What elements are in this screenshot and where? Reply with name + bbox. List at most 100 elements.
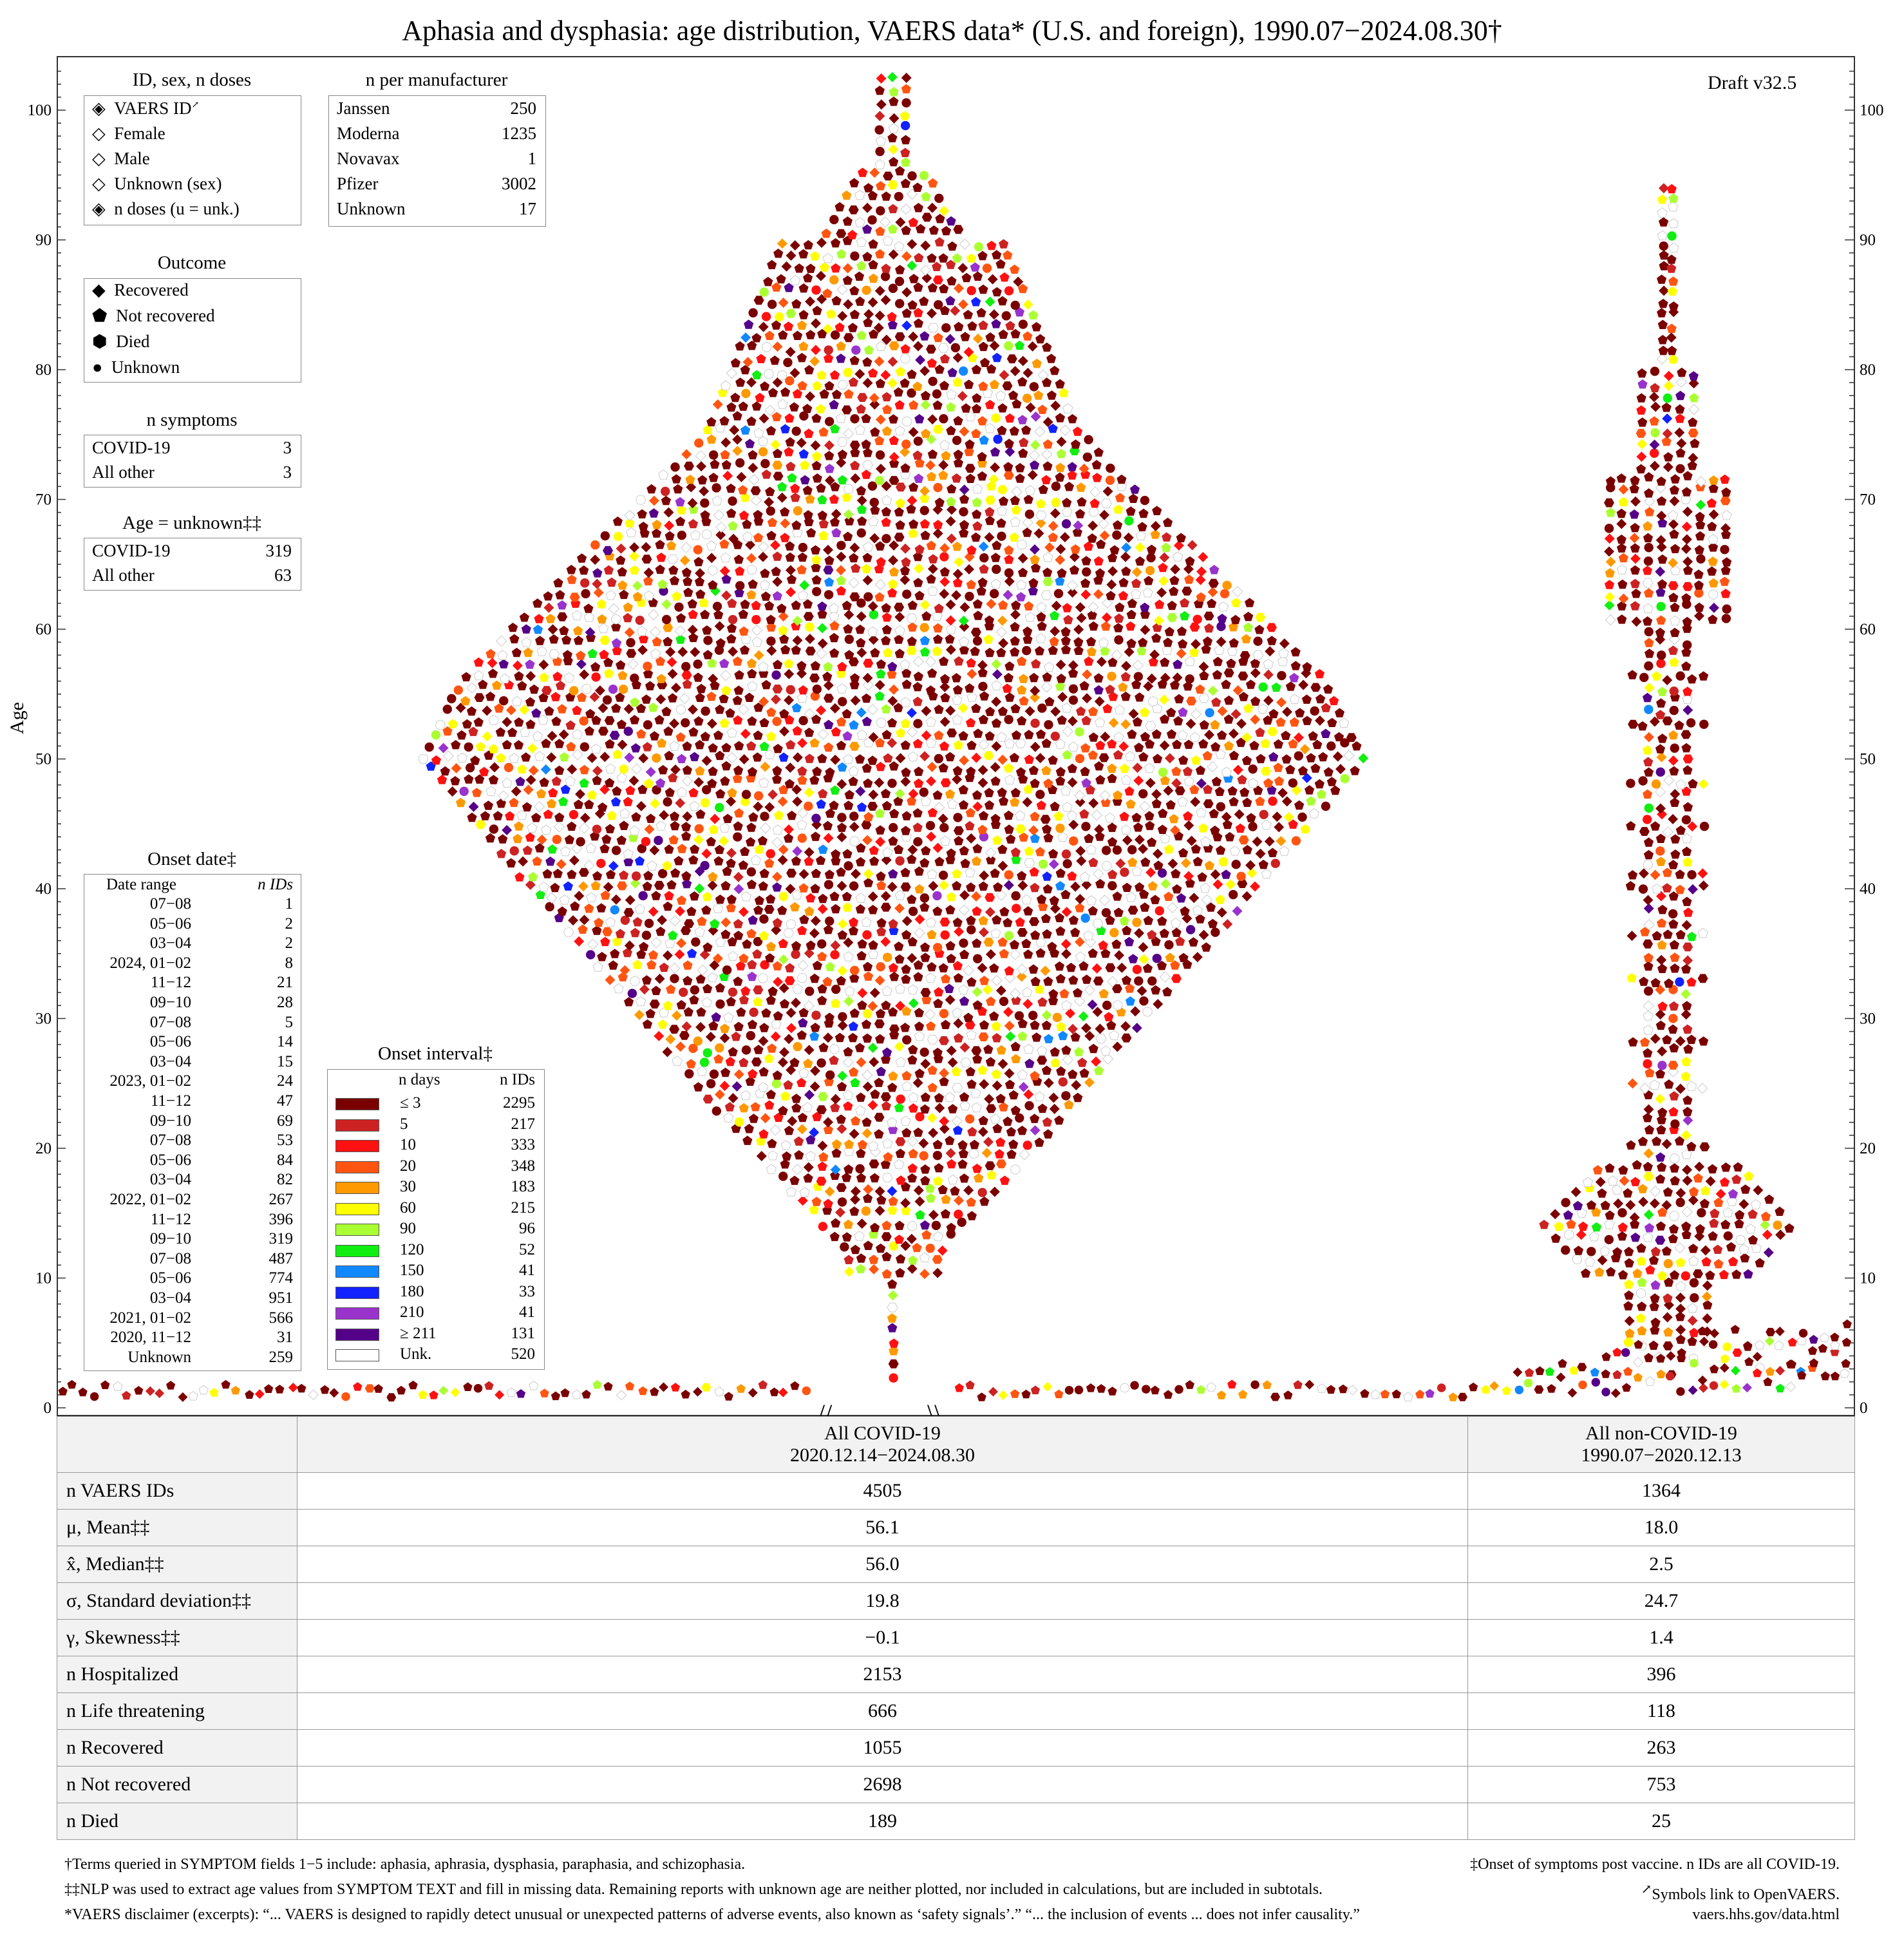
data-point-not-recovered [1796, 1336, 1807, 1345]
data-point-not-recovered [1198, 823, 1209, 833]
data-point-not-recovered [1211, 697, 1221, 707]
data-point-not-recovered [1605, 507, 1616, 517]
data-point-unknown-outcome [1055, 823, 1065, 833]
data-point-not-recovered [1092, 473, 1102, 482]
data-point-died [843, 333, 854, 343]
data-point-not-recovered [875, 135, 887, 146]
data-point-not-recovered [551, 692, 561, 701]
data-point-recovered [766, 645, 777, 656]
data-point-not-recovered [1830, 1371, 1840, 1381]
data-point-recovered [947, 1057, 958, 1068]
data-point-recovered [1688, 378, 1699, 389]
data-point-recovered [1043, 1077, 1054, 1088]
onset-date-count: 47 [277, 1092, 293, 1110]
data-point-not-recovered [1105, 685, 1115, 694]
data-point-unknown-outcome [889, 1241, 899, 1251]
data-point-unknown-outcome [991, 413, 1001, 423]
data-point-recovered [738, 906, 749, 917]
data-point-not-recovered [1202, 750, 1212, 761]
onset-date-count: 14 [277, 1033, 293, 1051]
data-point-recovered [536, 834, 547, 845]
data-point-not-recovered [638, 634, 649, 643]
data-point-not-recovered [825, 962, 835, 971]
data-point-recovered [874, 310, 885, 321]
data-point-not-recovered [992, 1123, 1003, 1133]
data-point-not-recovered [1106, 1020, 1117, 1030]
data-point-recovered [939, 576, 950, 587]
data-point-recovered [1005, 1031, 1016, 1042]
data-point-not-recovered [927, 808, 938, 817]
data-point-recovered [1719, 1379, 1730, 1390]
data-point-not-recovered [616, 772, 627, 782]
data-point-not-recovered [856, 951, 867, 960]
data-point-not-recovered [748, 1113, 759, 1123]
data-point-recovered [1049, 1103, 1060, 1114]
data-point-not-recovered [1198, 739, 1209, 748]
data-point-not-recovered [681, 567, 692, 577]
data-point-not-recovered [971, 856, 982, 866]
data-point-not-recovered [541, 738, 551, 748]
data-point-not-recovered [725, 708, 735, 718]
data-point-not-recovered [1055, 766, 1066, 777]
data-point-recovered [1335, 764, 1346, 775]
data-point-not-recovered [952, 880, 962, 891]
data-point-not-recovered [573, 799, 583, 809]
data-point-recovered [1630, 496, 1641, 507]
data-point-recovered [568, 915, 579, 926]
legend-manufacturer-title: n per manufacturer [365, 70, 508, 90]
data-point-recovered [1167, 858, 1178, 869]
data-point-not-recovered [682, 765, 692, 775]
data-point-recovered [438, 743, 449, 753]
data-point-recovered [1071, 1079, 1082, 1090]
data-point-recovered [675, 797, 686, 808]
data-point-not-recovered [739, 626, 749, 636]
data-point-not-recovered [1035, 729, 1046, 739]
data-point-not-recovered [613, 983, 625, 994]
data-point-not-recovered [1708, 534, 1719, 544]
data-point-recovered [1656, 510, 1667, 521]
data-point-recovered [1088, 520, 1098, 531]
data-point-recovered [844, 1266, 854, 1277]
data-point-not-recovered [1693, 580, 1704, 590]
data-point-unknown-outcome [908, 906, 918, 916]
data-point-not-recovered [847, 323, 858, 332]
data-point-recovered [875, 414, 886, 425]
data-point-not-recovered [1693, 569, 1704, 579]
table-header-row: All COVID-19 2020.12.14−2024.08.30 All no… [57, 1416, 1855, 1473]
data-point-not-recovered [798, 310, 809, 319]
onset-interval-count: 96 [519, 1220, 535, 1237]
data-point-recovered [1098, 518, 1109, 529]
data-point-not-recovered [863, 345, 874, 355]
data-point-not-recovered [1015, 767, 1026, 777]
data-point-not-recovered [1306, 796, 1316, 806]
data-point-not-recovered [849, 1008, 860, 1018]
data-point-not-recovered [837, 930, 847, 940]
data-point-not-recovered [780, 424, 791, 433]
data-point-not-recovered [1720, 1162, 1731, 1172]
data-point-recovered [954, 556, 965, 567]
data-point-not-recovered [1125, 996, 1135, 1006]
data-point-not-recovered [198, 1385, 209, 1395]
data-point-not-recovered [959, 1173, 970, 1183]
data-point-not-recovered [887, 1205, 898, 1215]
data-point-unknown-outcome [928, 376, 938, 386]
data-point-not-recovered [1721, 487, 1731, 497]
data-point-recovered [498, 790, 509, 802]
data-point-unknown-outcome [1004, 870, 1013, 880]
data-point-not-recovered [909, 274, 919, 283]
data-point-not-recovered [1662, 867, 1672, 877]
data-point-not-recovered [473, 670, 484, 681]
data-point-recovered [850, 868, 861, 879]
data-point-recovered [1688, 1385, 1698, 1396]
data-point-unknown-outcome [953, 813, 963, 822]
data-point-recovered [1764, 1336, 1775, 1347]
data-point-not-recovered [842, 216, 853, 226]
data-point-unknown-outcome [569, 686, 579, 696]
data-point-not-recovered [1657, 194, 1668, 204]
data-point-recovered [822, 323, 833, 334]
data-point-not-recovered [592, 1379, 602, 1389]
data-point-unknown-outcome [1310, 706, 1319, 716]
data-point-not-recovered [567, 821, 577, 831]
data-point-unknown-outcome [896, 1094, 905, 1104]
data-point-recovered [1080, 1023, 1091, 1034]
